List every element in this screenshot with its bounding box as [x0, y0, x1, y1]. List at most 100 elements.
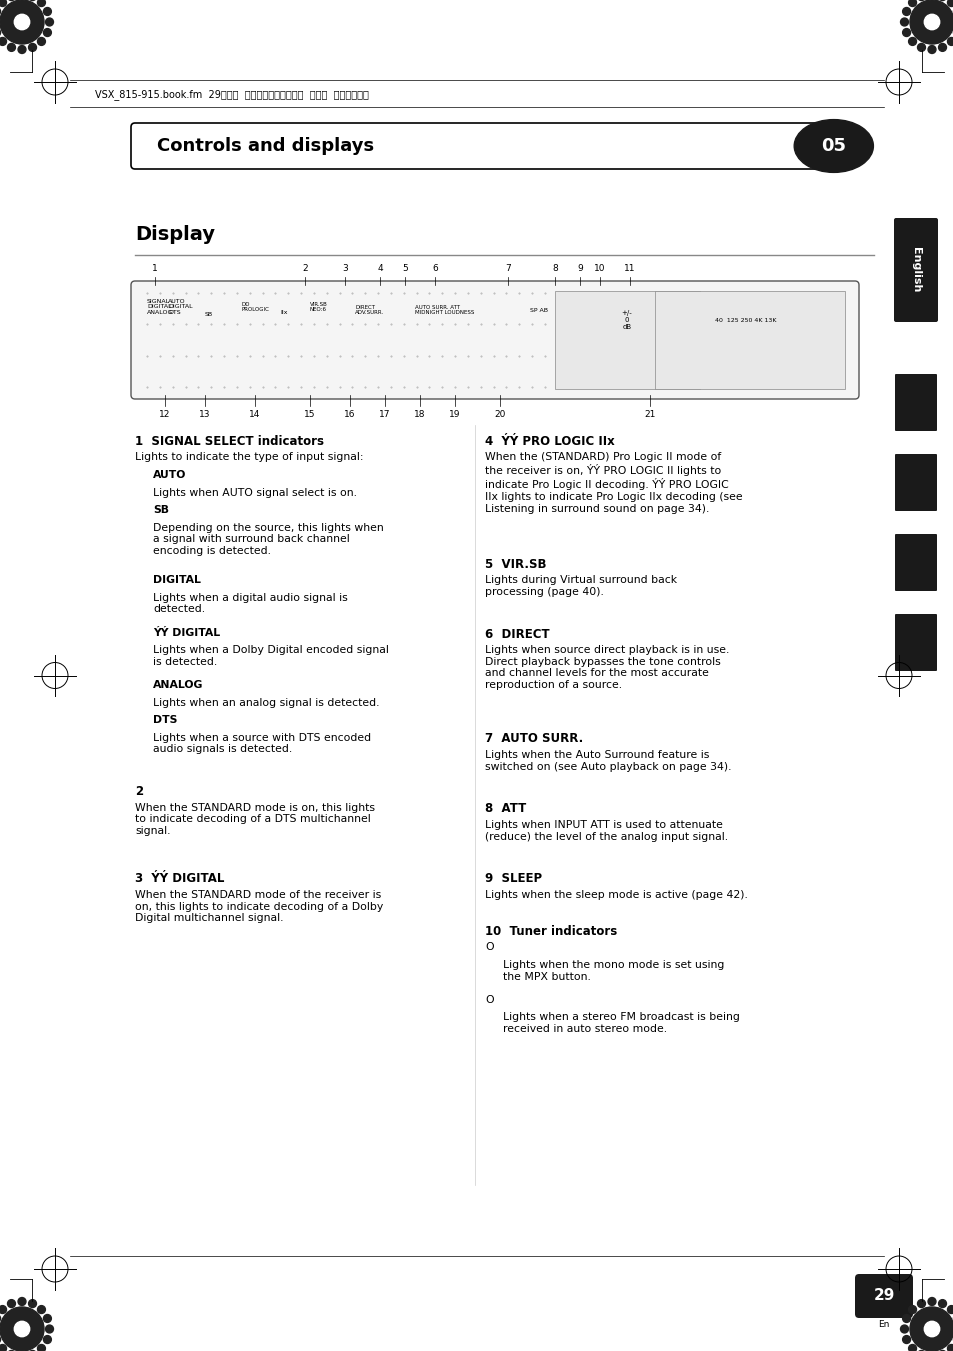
- Text: 40  125 250 4K 13K: 40 125 250 4K 13K: [714, 317, 776, 323]
- Circle shape: [44, 1336, 51, 1343]
- Circle shape: [18, 1297, 26, 1305]
- Circle shape: [8, 43, 15, 51]
- FancyBboxPatch shape: [894, 454, 936, 511]
- Circle shape: [0, 1344, 7, 1351]
- Circle shape: [900, 18, 907, 26]
- FancyBboxPatch shape: [555, 290, 700, 389]
- Circle shape: [902, 1315, 909, 1323]
- Text: SP AB: SP AB: [530, 308, 547, 312]
- Text: Lights when AUTO signal select is on.: Lights when AUTO signal select is on.: [152, 488, 356, 497]
- FancyBboxPatch shape: [893, 218, 937, 322]
- Text: 9: 9: [577, 263, 582, 273]
- Text: IIx: IIx: [280, 311, 287, 316]
- Circle shape: [909, 1306, 953, 1351]
- Circle shape: [902, 28, 909, 36]
- FancyBboxPatch shape: [131, 281, 858, 399]
- Circle shape: [29, 1300, 36, 1308]
- Text: Lights when an analog signal is detected.: Lights when an analog signal is detected…: [152, 697, 379, 708]
- Circle shape: [917, 43, 924, 51]
- Text: DTS: DTS: [152, 715, 177, 725]
- Circle shape: [907, 1344, 916, 1351]
- Text: 16: 16: [344, 409, 355, 419]
- Text: 3  ÝÝ DIGITAL: 3 ÝÝ DIGITAL: [135, 873, 224, 885]
- Text: Lights when INPUT ATT is used to attenuate
(reduce) the level of the analog inpu: Lights when INPUT ATT is used to attenua…: [484, 820, 727, 842]
- FancyBboxPatch shape: [131, 123, 818, 169]
- Circle shape: [0, 1306, 44, 1351]
- Text: 12: 12: [159, 409, 171, 419]
- Text: 05: 05: [821, 136, 845, 155]
- FancyBboxPatch shape: [655, 290, 844, 389]
- Circle shape: [37, 0, 46, 7]
- Text: Display: Display: [135, 226, 214, 245]
- Text: 5  VIR.SB: 5 VIR.SB: [484, 558, 546, 570]
- Text: 18: 18: [414, 409, 425, 419]
- Text: English: English: [910, 247, 920, 293]
- Circle shape: [938, 1300, 945, 1308]
- Text: +/-
0
dB: +/- 0 dB: [621, 309, 632, 330]
- Text: 11: 11: [623, 263, 635, 273]
- Circle shape: [44, 28, 51, 36]
- Text: Lights when a source with DTS encoded
audio signals is detected.: Lights when a source with DTS encoded au…: [152, 732, 371, 754]
- Text: 4: 4: [376, 263, 382, 273]
- Text: 14: 14: [249, 409, 260, 419]
- Text: Depending on the source, this lights when
a signal with surround back channel
en: Depending on the source, this lights whe…: [152, 523, 383, 555]
- Text: AUTO: AUTO: [152, 470, 186, 480]
- Text: When the STANDARD mode is on, this lights
to indicate decoding of a DTS multicha: When the STANDARD mode is on, this light…: [135, 802, 375, 836]
- FancyBboxPatch shape: [894, 374, 936, 431]
- Circle shape: [44, 8, 51, 15]
- Text: 3: 3: [342, 263, 348, 273]
- Text: ANALOG: ANALOG: [152, 680, 203, 690]
- Text: Lights when a digital audio signal is
detected.: Lights when a digital audio signal is de…: [152, 593, 348, 615]
- Circle shape: [917, 1300, 924, 1308]
- Circle shape: [946, 0, 953, 7]
- Text: 29: 29: [872, 1289, 894, 1304]
- Text: 20: 20: [494, 409, 505, 419]
- Circle shape: [938, 43, 945, 51]
- Text: 13: 13: [199, 409, 211, 419]
- Circle shape: [14, 1321, 30, 1336]
- FancyBboxPatch shape: [854, 1274, 912, 1319]
- Text: 1: 1: [152, 263, 157, 273]
- Text: Lights when source direct playback is in use.
Direct playback bypasses the tone : Lights when source direct playback is in…: [484, 644, 729, 690]
- Text: When the STANDARD mode of the receiver is
on, this lights to indicate decoding o: When the STANDARD mode of the receiver i…: [135, 890, 383, 923]
- Circle shape: [0, 0, 44, 45]
- Circle shape: [927, 1297, 935, 1305]
- Circle shape: [14, 15, 30, 30]
- Text: DD
PROLOGIC: DD PROLOGIC: [242, 301, 270, 312]
- Text: 4  ÝÝ PRO LOGIC IIx: 4 ÝÝ PRO LOGIC IIx: [484, 435, 614, 449]
- Text: Lights when the sleep mode is active (page 42).: Lights when the sleep mode is active (pa…: [484, 890, 747, 900]
- Circle shape: [900, 1325, 907, 1333]
- Text: 1  SIGNAL SELECT indicators: 1 SIGNAL SELECT indicators: [135, 435, 324, 449]
- Circle shape: [46, 1325, 53, 1333]
- Text: 8  ATT: 8 ATT: [484, 802, 526, 816]
- Text: Lights when a Dolby Digital encoded signal
is detected.: Lights when a Dolby Digital encoded sign…: [152, 644, 389, 666]
- Text: SIGNAL
DIGITAL
ANALOG: SIGNAL DIGITAL ANALOG: [147, 299, 173, 315]
- Text: 6  DIRECT: 6 DIRECT: [484, 627, 549, 640]
- Circle shape: [946, 38, 953, 46]
- Circle shape: [37, 38, 46, 46]
- Circle shape: [907, 0, 916, 7]
- Text: Lights to indicate the type of input signal:: Lights to indicate the type of input sig…: [135, 453, 363, 462]
- Circle shape: [37, 1344, 46, 1351]
- Circle shape: [923, 15, 939, 30]
- Text: Controls and displays: Controls and displays: [157, 136, 374, 155]
- Text: SB: SB: [152, 505, 169, 515]
- Text: 8: 8: [552, 263, 558, 273]
- Text: 6: 6: [432, 263, 437, 273]
- FancyBboxPatch shape: [894, 534, 936, 590]
- Text: O: O: [484, 943, 493, 952]
- Text: AUTO
DIGITAL
DTS: AUTO DIGITAL DTS: [168, 299, 193, 315]
- Circle shape: [902, 1336, 909, 1343]
- Text: ÝÝ DIGITAL: ÝÝ DIGITAL: [152, 627, 220, 638]
- Text: 10: 10: [594, 263, 605, 273]
- Text: 10  Tuner indicators: 10 Tuner indicators: [484, 925, 617, 938]
- Circle shape: [29, 43, 36, 51]
- Text: VSX_815-915.book.fm  29ページ  ２００４年１２月８日  水曜日  午後４時３分: VSX_815-915.book.fm 29ページ ２００４年１２月８日 水曜日…: [95, 89, 369, 100]
- Text: Lights when the Auto Surround feature is
switched on (see Auto playback on page : Lights when the Auto Surround feature is…: [484, 750, 731, 771]
- Text: Lights during Virtual surround back
processing (page 40).: Lights during Virtual surround back proc…: [484, 576, 677, 597]
- Text: En: En: [878, 1320, 889, 1329]
- Circle shape: [46, 18, 53, 26]
- Circle shape: [946, 1305, 953, 1313]
- Text: 7: 7: [504, 263, 511, 273]
- Text: DIRECT
ADV.SURR.: DIRECT ADV.SURR.: [355, 304, 384, 315]
